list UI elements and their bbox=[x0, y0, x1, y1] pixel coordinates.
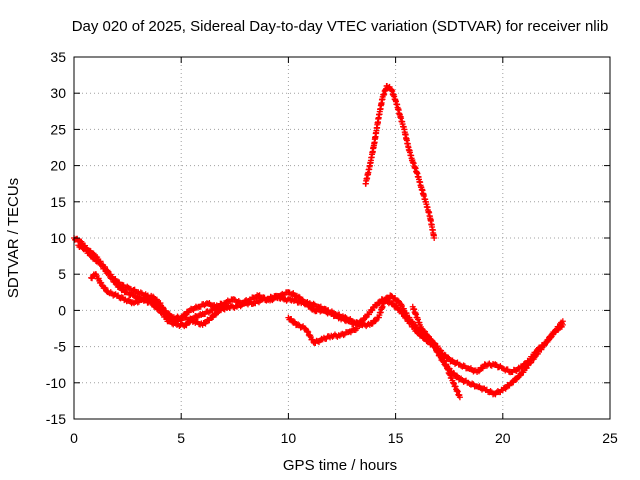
data-point-marker bbox=[402, 314, 409, 321]
data-point-marker bbox=[400, 310, 407, 317]
data-point-marker bbox=[101, 265, 108, 272]
data-point-marker bbox=[373, 302, 380, 309]
data-point-marker bbox=[113, 280, 120, 287]
data-point-marker bbox=[523, 364, 530, 371]
data-point-marker bbox=[160, 304, 167, 311]
y-tick-label: -15 bbox=[46, 411, 66, 427]
data-point-marker bbox=[340, 332, 347, 339]
data-point-marker bbox=[295, 293, 302, 300]
data-point-marker bbox=[431, 235, 438, 241]
data-point-marker bbox=[368, 320, 375, 327]
data-point-marker bbox=[106, 271, 113, 278]
x-tick-label: 0 bbox=[70, 430, 78, 446]
axis-ticks: 0 5 10 15 20 25 -15 -10 -5 0 5 10 15 20 25 30 35 bbox=[46, 49, 618, 446]
data-point-marker bbox=[422, 328, 429, 335]
series-track-c bbox=[88, 271, 232, 328]
data-point-marker bbox=[456, 394, 463, 401]
y-tick-label: 35 bbox=[50, 49, 66, 65]
data-point-marker bbox=[469, 380, 476, 387]
data-point-marker bbox=[161, 308, 168, 315]
data-point-marker bbox=[434, 346, 441, 353]
data-point-marker bbox=[397, 302, 404, 309]
data-point-marker bbox=[134, 299, 141, 306]
data-point-marker bbox=[269, 297, 276, 304]
data-point-marker bbox=[169, 315, 176, 322]
data-point-marker bbox=[346, 317, 353, 324]
data-point-marker bbox=[362, 314, 369, 321]
data-point-marker bbox=[102, 285, 109, 292]
data-point-marker bbox=[225, 303, 232, 310]
data-point-marker bbox=[150, 293, 157, 300]
y-tick-label: 5 bbox=[58, 266, 66, 282]
y-tick-label: -5 bbox=[54, 339, 67, 355]
y-tick-label: -10 bbox=[46, 375, 66, 391]
data-point-marker bbox=[304, 328, 311, 335]
data-series bbox=[71, 82, 566, 401]
data-point-marker bbox=[295, 321, 302, 328]
data-point-marker bbox=[513, 376, 520, 383]
y-tick-label: 25 bbox=[50, 121, 66, 137]
data-point-marker bbox=[237, 303, 244, 310]
data-point-marker bbox=[460, 362, 467, 369]
data-point-marker bbox=[354, 325, 361, 332]
y-tick-label: 15 bbox=[50, 194, 66, 210]
x-tick-label: 5 bbox=[177, 430, 185, 446]
data-point-marker bbox=[556, 323, 563, 330]
data-point-marker bbox=[291, 318, 298, 325]
y-axis-label: SDTVAR / TECUs bbox=[5, 178, 22, 298]
series-track-f bbox=[362, 82, 438, 241]
x-tick-label: 25 bbox=[602, 430, 618, 446]
series-track-d bbox=[285, 314, 361, 346]
data-point-marker bbox=[421, 327, 428, 334]
x-tick-label: 15 bbox=[388, 430, 404, 446]
data-point-marker bbox=[305, 329, 312, 336]
x-tick-label: 10 bbox=[281, 430, 297, 446]
data-point-marker bbox=[108, 274, 115, 281]
data-point-marker bbox=[432, 343, 439, 350]
data-point-marker bbox=[369, 306, 376, 313]
chart-title: Day 020 of 2025, Sidereal Day-to-day VTE… bbox=[72, 18, 609, 35]
data-point-marker bbox=[310, 300, 317, 307]
y-tick-label: 20 bbox=[50, 158, 66, 174]
data-point-marker bbox=[528, 359, 535, 366]
data-point-marker bbox=[545, 337, 552, 344]
y-tick-label: 30 bbox=[50, 85, 66, 101]
x-tick-label: 20 bbox=[495, 430, 511, 446]
y-tick-label: 10 bbox=[50, 230, 66, 246]
data-point-marker bbox=[137, 289, 144, 296]
series-track-e bbox=[409, 303, 463, 401]
x-axis-label: GPS time / hours bbox=[283, 457, 397, 474]
data-point-marker bbox=[389, 300, 396, 307]
data-point-marker bbox=[559, 318, 566, 325]
grid-lines bbox=[74, 57, 610, 419]
data-point-marker bbox=[358, 318, 365, 325]
data-point-marker bbox=[527, 360, 534, 367]
data-point-marker bbox=[492, 361, 499, 368]
data-point-marker bbox=[101, 284, 108, 291]
data-point-marker bbox=[487, 388, 494, 395]
y-tick-label: 0 bbox=[58, 302, 66, 318]
data-point-marker bbox=[475, 368, 482, 375]
